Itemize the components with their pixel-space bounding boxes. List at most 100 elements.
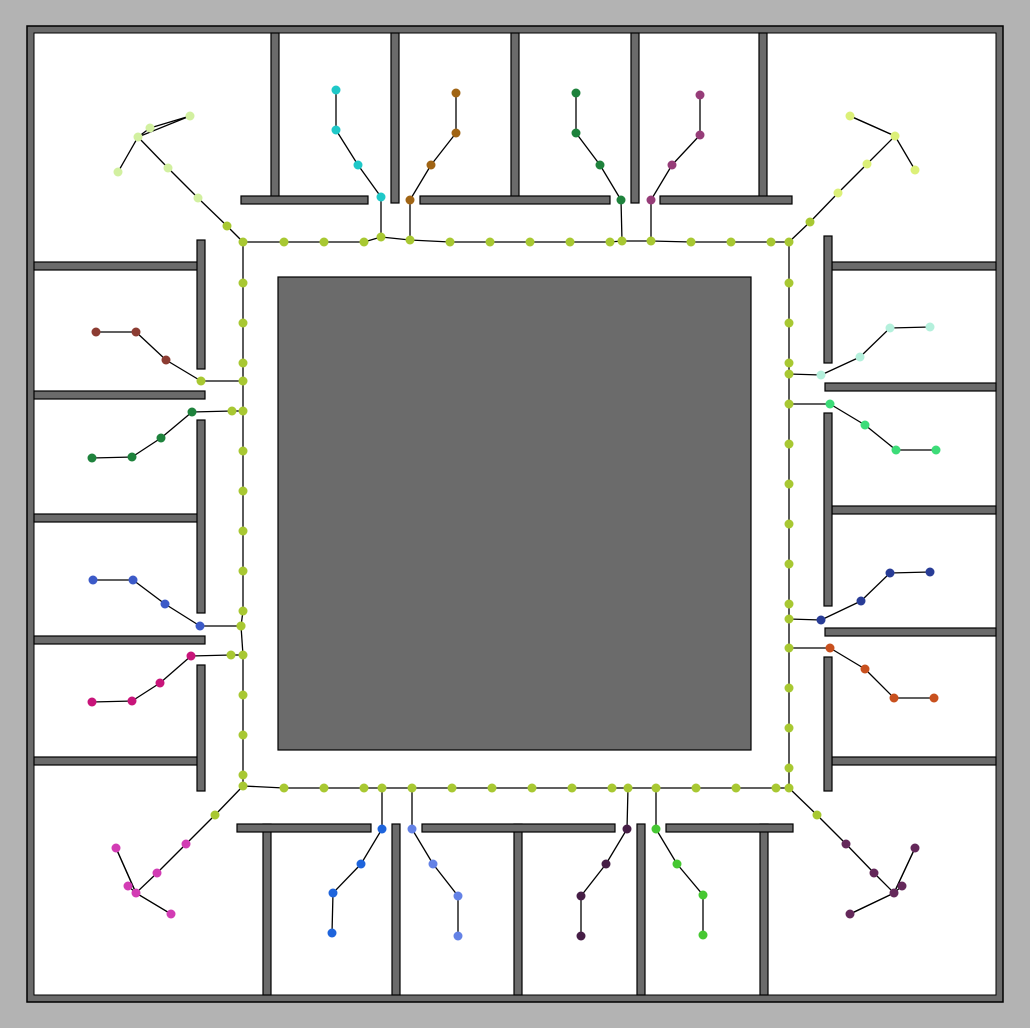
graph-edge [331, 892, 334, 934]
corridor-node [766, 237, 776, 247]
corridor-node [319, 783, 329, 793]
corridor-node [784, 519, 794, 529]
waypoint-node [812, 810, 822, 820]
waypoint-node [845, 111, 855, 121]
graph-edge [191, 410, 233, 413]
graph-edge [117, 136, 139, 173]
corridor-node [238, 650, 248, 660]
waypoint-node [426, 160, 436, 170]
corridor-node [784, 369, 794, 379]
corridor-node [359, 783, 369, 793]
graph-edge [866, 135, 896, 165]
wall [758, 32, 768, 204]
wall [823, 656, 833, 792]
waypoint-node [695, 90, 705, 100]
corridor-node [784, 599, 794, 609]
waypoint-node [885, 568, 895, 578]
corridor-node [487, 783, 497, 793]
wall [196, 664, 206, 792]
waypoint-node [145, 123, 155, 133]
graph-edge [197, 197, 228, 227]
corridor-node [784, 479, 794, 489]
waypoint-node [833, 188, 843, 198]
graph-edge [167, 167, 199, 199]
graph-edge [132, 579, 166, 605]
waypoint-node [376, 192, 386, 202]
waypoint-node [227, 406, 237, 416]
waypoint-node [428, 859, 438, 869]
graph-edge [816, 814, 847, 845]
corridor-node [686, 237, 696, 247]
graph-edge [160, 411, 193, 439]
graph-edge [893, 847, 916, 894]
graph-edge [380, 236, 411, 241]
corridor-node [784, 643, 794, 653]
graph-edge [788, 221, 811, 243]
graph-edge [357, 164, 382, 198]
corridor-node [238, 770, 248, 780]
wall [236, 823, 372, 833]
waypoint-node [695, 130, 705, 140]
graph-edge [214, 785, 244, 816]
wall [33, 635, 206, 645]
waypoint-node [860, 664, 870, 674]
corridor-node [238, 526, 248, 536]
waypoint-node [860, 420, 870, 430]
waypoint-node [869, 868, 879, 878]
graph-edge [849, 892, 895, 915]
waypoint-node [196, 376, 206, 386]
waypoint-node [356, 859, 366, 869]
corridor-node [238, 406, 248, 416]
graph-edge [626, 787, 629, 830]
waypoint-node [87, 453, 97, 463]
corridor-node [447, 783, 457, 793]
graph-edge [135, 892, 172, 915]
graph-edge [837, 163, 868, 194]
waypoint-node [451, 128, 461, 138]
graph-edge [849, 115, 896, 137]
waypoint-node [88, 575, 98, 585]
graph-edges [91, 90, 936, 936]
wall [759, 823, 769, 996]
corridor-node [377, 783, 387, 793]
waypoint-node [825, 643, 835, 653]
graph-edge [820, 600, 862, 621]
waypoint-node [889, 693, 899, 703]
wall [270, 32, 280, 204]
wall [419, 195, 611, 205]
corridor-node [238, 358, 248, 368]
corridor-node [784, 278, 794, 288]
waypoint-node [166, 909, 176, 919]
central-obstacle [277, 276, 752, 751]
waypoint-node [131, 888, 141, 898]
waypoint-node [111, 843, 121, 853]
waypoint-node [672, 859, 682, 869]
graph-edge [676, 863, 704, 896]
corridor-node [238, 690, 248, 700]
wall [391, 823, 401, 996]
graph-edge [889, 571, 931, 574]
graph-edge [671, 134, 701, 166]
waypoint-node [891, 445, 901, 455]
corridor-node [771, 783, 781, 793]
corridor-node [238, 566, 248, 576]
waypoint-node [889, 888, 899, 898]
graph-edge [411, 828, 434, 865]
waypoint-node [910, 165, 920, 175]
waypoint-node [193, 193, 203, 203]
graph-edge [159, 655, 192, 684]
waypoint-node [571, 88, 581, 98]
waypoint-node [152, 868, 162, 878]
graph-edge [131, 437, 162, 458]
graph-edge [788, 373, 822, 376]
graph-edge [135, 872, 158, 894]
waypoint-node [226, 650, 236, 660]
waypoint-node [651, 824, 661, 834]
waypoint-node [123, 881, 133, 891]
graph-edge [788, 618, 822, 621]
waypoint-node [87, 697, 97, 707]
wall [824, 382, 997, 392]
corridor-node [651, 783, 661, 793]
graph-edge [242, 785, 285, 789]
